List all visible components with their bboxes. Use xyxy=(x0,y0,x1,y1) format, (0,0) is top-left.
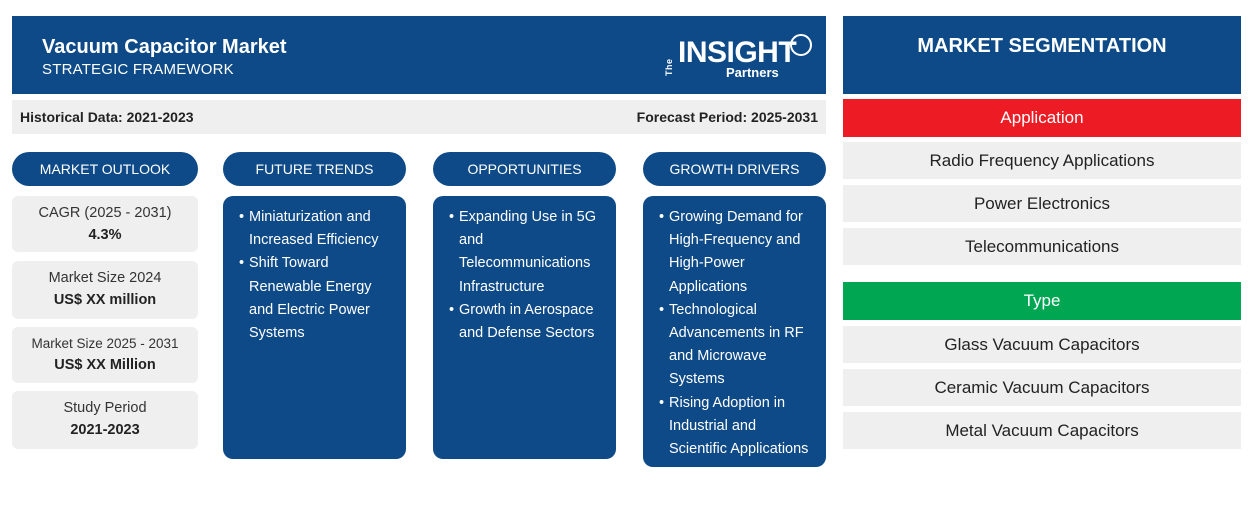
logo-the-text: The xyxy=(664,58,674,76)
opportunity-item: Growth in Aerospace and Defense Sectors xyxy=(449,299,608,345)
segment-item-glass: Glass Vacuum Capacitors xyxy=(843,326,1241,363)
segment-item-ceramic: Ceramic Vacuum Capacitors xyxy=(843,369,1241,406)
report-subtitle: STRATEGIC FRAMEWORK xyxy=(42,61,234,78)
report-title: Vacuum Capacitor Market xyxy=(42,36,287,58)
driver-item: Growing Demand for High-Frequency and Hi… xyxy=(659,206,818,299)
stat-value: 2021-2023 xyxy=(70,422,140,438)
segment-item-metal: Metal Vacuum Capacitors xyxy=(843,412,1241,449)
opportunity-item: Expanding Use in 5G and Telecommunicatio… xyxy=(449,206,608,299)
future-trends-heading: FUTURE TRENDS xyxy=(223,152,406,186)
segment-item-power-electronics: Power Electronics xyxy=(843,185,1241,222)
driver-item: Technological Advancements in RF and Mic… xyxy=(659,299,818,392)
stat-value: US$ XX million xyxy=(53,292,157,308)
market-size-2024-box: Market Size 2024 US$ XX million xyxy=(12,261,198,319)
logo-insight-text: INSIGHT xyxy=(678,36,797,69)
stat-value: 4.3% xyxy=(88,227,122,243)
stat-label: CAGR (2025 - 2031) xyxy=(38,205,172,221)
logo-ring-icon xyxy=(790,34,812,56)
driver-item: Rising Adoption in Industrial and Scient… xyxy=(659,392,818,462)
period-bar: Historical Data: 2021-2023 Forecast Peri… xyxy=(12,100,826,134)
logo-partners-text: Partners xyxy=(726,65,779,80)
cagr-box: CAGR (2025 - 2031) 4.3% xyxy=(12,196,198,252)
stat-label: Study Period xyxy=(63,400,147,416)
segment-item-radio-frequency: Radio Frequency Applications xyxy=(843,142,1241,179)
segment-item-telecommunications: Telecommunications xyxy=(843,228,1241,265)
forecast-period-label: Forecast Period: 2025-2031 xyxy=(636,109,818,125)
opportunities-panel: Expanding Use in 5G and Telecommunicatio… xyxy=(433,196,616,459)
stat-value: US$ XX Million xyxy=(54,357,156,373)
historical-data-label: Historical Data: 2021-2023 xyxy=(20,109,194,125)
stat-label: Market Size 2025 - 2031 xyxy=(31,336,179,351)
growth-drivers-heading: GROWTH DRIVERS xyxy=(643,152,826,186)
stat-label: Market Size 2024 xyxy=(48,270,162,286)
market-segmentation-heading: MARKET SEGMENTATION xyxy=(843,16,1241,94)
trend-item: Miniaturization and Increased Efficiency xyxy=(239,206,398,252)
market-size-forecast-box: Market Size 2025 - 2031 US$ XX Million xyxy=(12,327,198,383)
opportunities-heading: OPPORTUNITIES xyxy=(433,152,616,186)
future-trends-panel: Miniaturization and Increased Efficiency… xyxy=(223,196,406,459)
report-header: Vacuum Capacitor Market STRATEGIC FRAMEW… xyxy=(12,16,826,94)
growth-drivers-panel: Growing Demand for High-Frequency and Hi… xyxy=(643,196,826,467)
study-period-box: Study Period 2021-2023 xyxy=(12,391,198,449)
market-outlook-heading: MARKET OUTLOOK xyxy=(12,152,198,186)
insight-partners-logo: The INSIGHT Partners xyxy=(664,30,814,84)
application-category: Application xyxy=(843,99,1241,137)
type-category: Type xyxy=(843,282,1241,320)
trend-item: Shift Toward Renewable Energy and Electr… xyxy=(239,252,398,345)
